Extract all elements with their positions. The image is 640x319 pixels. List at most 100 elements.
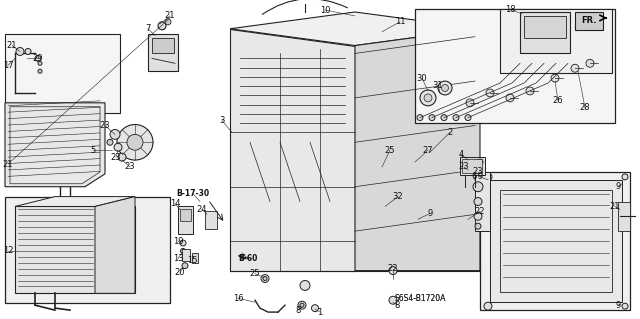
Text: 27: 27 xyxy=(422,146,433,155)
Circle shape xyxy=(473,182,483,192)
Text: 25: 25 xyxy=(385,146,396,155)
Text: 23: 23 xyxy=(459,162,469,172)
Circle shape xyxy=(420,90,436,106)
Text: 21: 21 xyxy=(3,160,13,168)
Text: 18: 18 xyxy=(505,4,515,13)
Text: 23: 23 xyxy=(100,121,110,130)
Text: 9: 9 xyxy=(477,172,483,181)
Bar xyxy=(500,190,612,292)
Text: 4: 4 xyxy=(458,150,463,159)
Text: 17: 17 xyxy=(3,61,13,70)
Text: 13: 13 xyxy=(173,254,183,263)
Text: 9: 9 xyxy=(616,301,621,310)
Circle shape xyxy=(474,197,482,205)
Bar xyxy=(205,211,217,229)
Circle shape xyxy=(441,115,447,121)
Text: 21: 21 xyxy=(164,11,175,20)
Bar xyxy=(460,157,485,175)
Circle shape xyxy=(526,87,534,95)
Circle shape xyxy=(25,48,31,55)
Bar xyxy=(524,16,566,38)
Text: S6S4-B1720A: S6S4-B1720A xyxy=(394,294,445,303)
Text: 5: 5 xyxy=(90,146,95,155)
Text: S6S4-B1720A: S6S4-B1720A xyxy=(394,294,445,303)
Circle shape xyxy=(467,163,473,169)
Bar xyxy=(500,9,612,73)
Text: 21: 21 xyxy=(7,41,17,50)
Circle shape xyxy=(118,153,126,161)
Text: 23: 23 xyxy=(473,167,483,176)
Bar xyxy=(192,253,198,263)
Text: 9: 9 xyxy=(428,209,433,218)
Text: 24: 24 xyxy=(196,205,207,214)
Text: 2: 2 xyxy=(447,128,452,137)
Bar xyxy=(462,159,482,173)
Text: 22: 22 xyxy=(388,264,398,273)
Text: B-60: B-60 xyxy=(238,254,258,263)
Circle shape xyxy=(207,217,215,225)
Text: 21: 21 xyxy=(610,202,620,211)
Circle shape xyxy=(484,302,492,310)
Circle shape xyxy=(424,94,432,102)
Bar xyxy=(148,34,178,71)
Bar xyxy=(520,12,570,54)
Bar xyxy=(415,9,615,122)
Circle shape xyxy=(300,303,304,307)
Circle shape xyxy=(474,212,482,220)
Text: 11: 11 xyxy=(395,17,405,26)
Bar xyxy=(490,180,622,302)
Text: 14: 14 xyxy=(170,199,180,208)
Bar xyxy=(575,12,603,30)
Text: 1: 1 xyxy=(317,308,323,316)
Text: 32: 32 xyxy=(393,192,403,201)
Polygon shape xyxy=(5,103,105,187)
Circle shape xyxy=(622,303,628,309)
Bar xyxy=(480,172,630,310)
Circle shape xyxy=(506,94,514,102)
Polygon shape xyxy=(355,29,480,271)
Circle shape xyxy=(110,130,120,139)
Circle shape xyxy=(38,61,42,65)
Text: 15: 15 xyxy=(187,256,197,265)
Text: 23: 23 xyxy=(111,152,122,162)
Circle shape xyxy=(571,64,579,72)
Circle shape xyxy=(622,174,628,180)
Bar xyxy=(5,34,120,113)
Circle shape xyxy=(300,280,310,290)
Circle shape xyxy=(389,296,397,304)
Bar xyxy=(5,197,170,303)
Text: 29: 29 xyxy=(33,54,44,63)
Circle shape xyxy=(261,275,269,283)
Circle shape xyxy=(263,277,267,280)
Polygon shape xyxy=(15,197,135,206)
Text: 16: 16 xyxy=(233,294,243,303)
Circle shape xyxy=(466,99,474,107)
Polygon shape xyxy=(230,29,355,271)
Circle shape xyxy=(586,59,594,67)
Circle shape xyxy=(551,74,559,82)
Bar xyxy=(15,206,135,293)
Text: 30: 30 xyxy=(417,74,428,83)
Text: 10: 10 xyxy=(320,5,330,14)
Circle shape xyxy=(180,240,186,246)
Text: FR.: FR. xyxy=(581,16,596,26)
Text: 19: 19 xyxy=(173,236,183,246)
Circle shape xyxy=(117,124,153,160)
Bar xyxy=(475,172,490,231)
Text: B-17-30: B-17-30 xyxy=(177,189,209,198)
Circle shape xyxy=(438,81,452,95)
Circle shape xyxy=(158,22,166,30)
Circle shape xyxy=(486,89,494,97)
Circle shape xyxy=(298,301,306,309)
Circle shape xyxy=(475,223,481,229)
Circle shape xyxy=(312,305,319,312)
Circle shape xyxy=(389,267,397,275)
Bar xyxy=(618,202,630,231)
Text: 9: 9 xyxy=(616,182,621,191)
Text: 6: 6 xyxy=(471,172,477,181)
Circle shape xyxy=(465,115,471,121)
Text: 7: 7 xyxy=(145,24,150,33)
Text: 12: 12 xyxy=(3,246,13,256)
Text: 8: 8 xyxy=(295,306,301,315)
Circle shape xyxy=(114,143,122,151)
